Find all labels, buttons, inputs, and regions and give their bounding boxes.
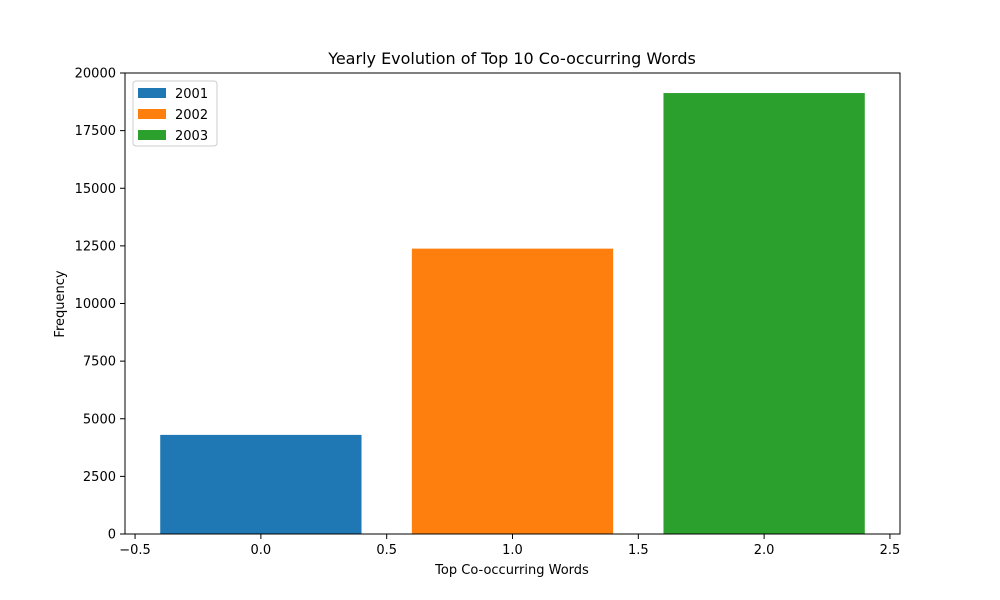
y-tick-label: 20000 bbox=[75, 67, 116, 82]
chart-title: Yearly Evolution of Top 10 Co-occurring … bbox=[327, 49, 696, 68]
x-tick-label: 2.5 bbox=[880, 543, 901, 558]
bar-2002 bbox=[411, 248, 614, 535]
legend-swatch-2003 bbox=[138, 130, 166, 140]
bar-2003 bbox=[663, 93, 865, 534]
legend-swatch-2001 bbox=[138, 88, 166, 98]
bars-layer bbox=[160, 93, 865, 535]
x-tick-label: 0.5 bbox=[376, 543, 397, 558]
y-tick-label: 17500 bbox=[75, 124, 116, 139]
legend-label-2003: 2003 bbox=[175, 129, 208, 144]
x-axis-ticks: −0.5 0.0 0.5 1.0 1.5 2.0 2.5 bbox=[119, 534, 900, 558]
y-tick-label: 2500 bbox=[83, 470, 116, 485]
legend-label-2002: 2002 bbox=[175, 108, 208, 123]
legend-label-2001: 2001 bbox=[175, 87, 208, 102]
x-tick-label: 0.0 bbox=[251, 543, 272, 558]
y-tick-label: 10000 bbox=[75, 297, 116, 312]
x-tick-label: 2.0 bbox=[754, 543, 775, 558]
legend: 2001 2002 2003 bbox=[132, 80, 218, 147]
y-tick-label: 5000 bbox=[83, 412, 116, 427]
y-tick-label: 7500 bbox=[83, 355, 116, 370]
x-tick-label: 1.0 bbox=[502, 543, 523, 558]
bar-2001 bbox=[160, 434, 362, 534]
y-tick-label: 12500 bbox=[75, 239, 116, 254]
y-axis-title: Frequency bbox=[53, 270, 68, 337]
legend-swatch-2002 bbox=[138, 109, 166, 119]
x-axis-title: Top Co-occurring Words bbox=[434, 563, 589, 578]
y-tick-label: 15000 bbox=[75, 182, 116, 197]
y-tick-label: 0 bbox=[108, 528, 116, 543]
x-tick-label: 1.5 bbox=[628, 543, 649, 558]
y-axis-ticks: 0 2500 5000 7500 10000 12500 15000 17500 20000 bbox=[75, 67, 125, 543]
x-tick-label: −0.5 bbox=[119, 543, 151, 558]
